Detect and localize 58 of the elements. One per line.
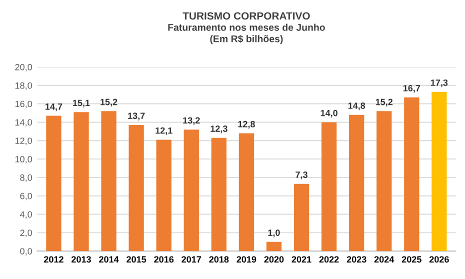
bar	[46, 116, 62, 252]
bar	[404, 97, 420, 252]
bar	[184, 130, 199, 252]
x-tick-label: 2023	[346, 256, 366, 263]
y-tick-label: 2,0	[20, 230, 32, 238]
chart-subtitle: Faturamento nos meses de Junho (Em R$ bilhões)	[168, 24, 325, 44]
bar	[266, 242, 282, 252]
y-tick-label: 20,0	[15, 64, 32, 72]
x-tick-label: 2026	[429, 256, 449, 263]
y-tick-label: 8,0	[20, 174, 32, 182]
bar	[74, 112, 89, 252]
y-tick-label: 12,0	[15, 138, 32, 146]
bar	[432, 92, 447, 252]
data-label: 1,0	[268, 230, 280, 238]
x-tick-label: 2014	[99, 256, 119, 263]
bar	[101, 111, 116, 252]
x-tick-label: 2024	[374, 256, 394, 263]
bar	[321, 122, 337, 252]
bar	[128, 124, 144, 252]
y-tick-label: 6,0	[20, 192, 32, 200]
bar	[376, 111, 392, 252]
data-label: 12,1	[156, 127, 172, 136]
x-tick-label: 2021	[292, 256, 312, 263]
x-tick-label: 2019	[236, 256, 256, 263]
data-label: 16,7	[403, 85, 420, 93]
bar	[294, 184, 310, 252]
x-tick-label: 2022	[319, 256, 339, 263]
y-tick-label: 14,0	[15, 119, 32, 127]
y-tick-label: 10,0	[15, 156, 32, 164]
y-tick-label: 0,0	[20, 248, 32, 256]
data-label: 14,7	[46, 104, 62, 112]
bar	[349, 114, 364, 252]
x-tick-label: 2016	[154, 256, 174, 263]
data-label: 14,0	[320, 110, 338, 118]
data-label: 13,7	[128, 112, 145, 120]
x-tick-label: 2020	[264, 256, 284, 263]
y-tick-label: 4,0	[20, 211, 32, 219]
data-label: 15,2	[376, 98, 393, 107]
chart-title: TURISMO CORPORATIVO	[182, 12, 310, 20]
data-label: 15,1	[73, 100, 90, 108]
y-tick-label: 18,0	[15, 82, 32, 90]
data-label: 14,8	[348, 102, 366, 110]
x-tick-label: 2025	[402, 256, 422, 263]
y-tick-label: 16,0	[15, 100, 32, 108]
data-label: 13,2	[183, 117, 200, 125]
x-tick-label: 2013	[72, 256, 91, 263]
x-tick-label: 2015	[126, 256, 146, 263]
x-tick-label: 2018	[209, 256, 229, 263]
x-tick-label: 2017	[182, 256, 202, 263]
bar	[156, 140, 172, 252]
bar	[211, 138, 226, 252]
data-label: 17,3	[430, 79, 448, 88]
bar	[238, 133, 254, 252]
data-label: 15,2	[100, 98, 118, 107]
data-label: 12,8	[238, 120, 255, 129]
data-label: 12,3	[210, 126, 228, 134]
x-tick-label: 2012	[44, 256, 64, 263]
data-label: 7,3	[296, 172, 308, 180]
